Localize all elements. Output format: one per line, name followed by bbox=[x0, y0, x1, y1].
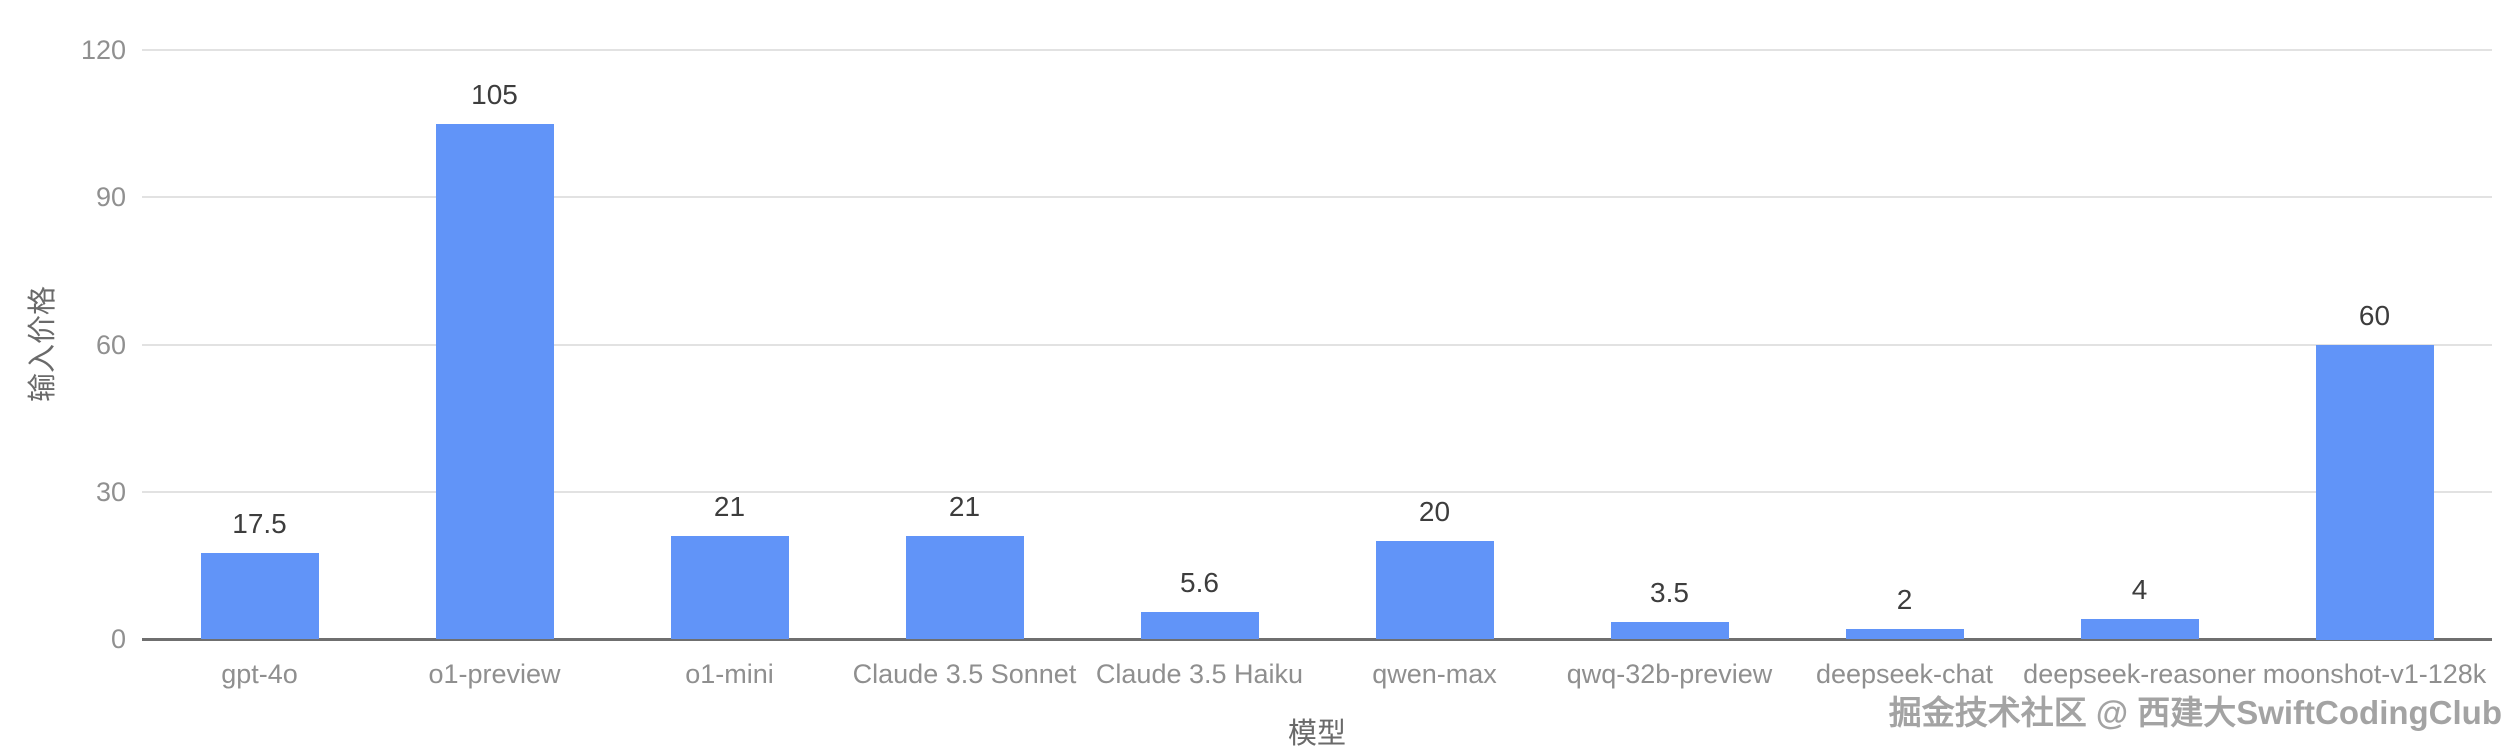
x-tick-label: moonshot-v1-128k bbox=[2262, 659, 2487, 689]
x-tick-label: qwen-max bbox=[1372, 659, 1497, 689]
x-tick-label: qwq-32b-preview bbox=[1566, 659, 1773, 689]
bar-value-label: 5.6 bbox=[1180, 567, 1219, 598]
bar-Claude 3.5 Sonnet[interactable] bbox=[906, 536, 1024, 639]
x-axis-title: 模型 bbox=[1287, 718, 1346, 748]
y-tick-label: 60 bbox=[95, 330, 126, 360]
bar-qwq-32b-preview[interactable] bbox=[1611, 622, 1729, 639]
bar-gpt-4o[interactable] bbox=[201, 553, 319, 639]
x-tick-label: gpt-4o bbox=[221, 659, 298, 689]
gridline bbox=[142, 344, 2492, 346]
bar-value-label: 21 bbox=[948, 491, 981, 522]
bar-value-label: 3.5 bbox=[1650, 577, 1689, 608]
x-tick-label: o1-mini bbox=[685, 659, 774, 689]
y-tick-label: 90 bbox=[95, 182, 126, 212]
bar-Claude 3.5 Haiku[interactable] bbox=[1141, 612, 1259, 639]
x-tick-label: Claude 3.5 Sonnet bbox=[852, 659, 1077, 689]
x-tick-label: deepseek-reasoner bbox=[2023, 659, 2256, 689]
bar-moonshot-v1-128k[interactable] bbox=[2316, 345, 2434, 640]
x-tick-label: Claude 3.5 Haiku bbox=[1095, 659, 1304, 689]
bar-o1-mini[interactable] bbox=[671, 536, 789, 639]
x-axis-line bbox=[142, 638, 2492, 641]
y-tick-label: 120 bbox=[80, 35, 126, 65]
bar-deepseek-chat[interactable] bbox=[1846, 629, 1964, 639]
y-tick-label: 0 bbox=[110, 624, 126, 654]
y-tick-label: 30 bbox=[95, 477, 126, 507]
gridline bbox=[142, 49, 2492, 51]
bar-o1-preview[interactable] bbox=[436, 124, 554, 639]
gridline bbox=[142, 196, 2492, 198]
bar-value-label: 4 bbox=[2131, 574, 2148, 605]
x-tick-label: o1-preview bbox=[428, 659, 561, 689]
bar-qwen-max[interactable] bbox=[1376, 541, 1494, 639]
watermark: 掘金技术社区 @ 西建大SwiftCodingClub bbox=[1888, 694, 2502, 731]
bar-value-label: 20 bbox=[1418, 496, 1451, 527]
gridline bbox=[142, 491, 2492, 493]
bar-value-label: 17.5 bbox=[232, 508, 287, 539]
bar-value-label: 60 bbox=[2358, 300, 2391, 331]
x-tick-label: deepseek-chat bbox=[1815, 659, 1994, 689]
bar-deepseek-reasoner[interactable] bbox=[2081, 619, 2199, 639]
bar-value-label: 105 bbox=[471, 79, 518, 110]
bar-value-label: 2 bbox=[1896, 584, 1913, 615]
bar-value-label: 21 bbox=[713, 491, 746, 522]
